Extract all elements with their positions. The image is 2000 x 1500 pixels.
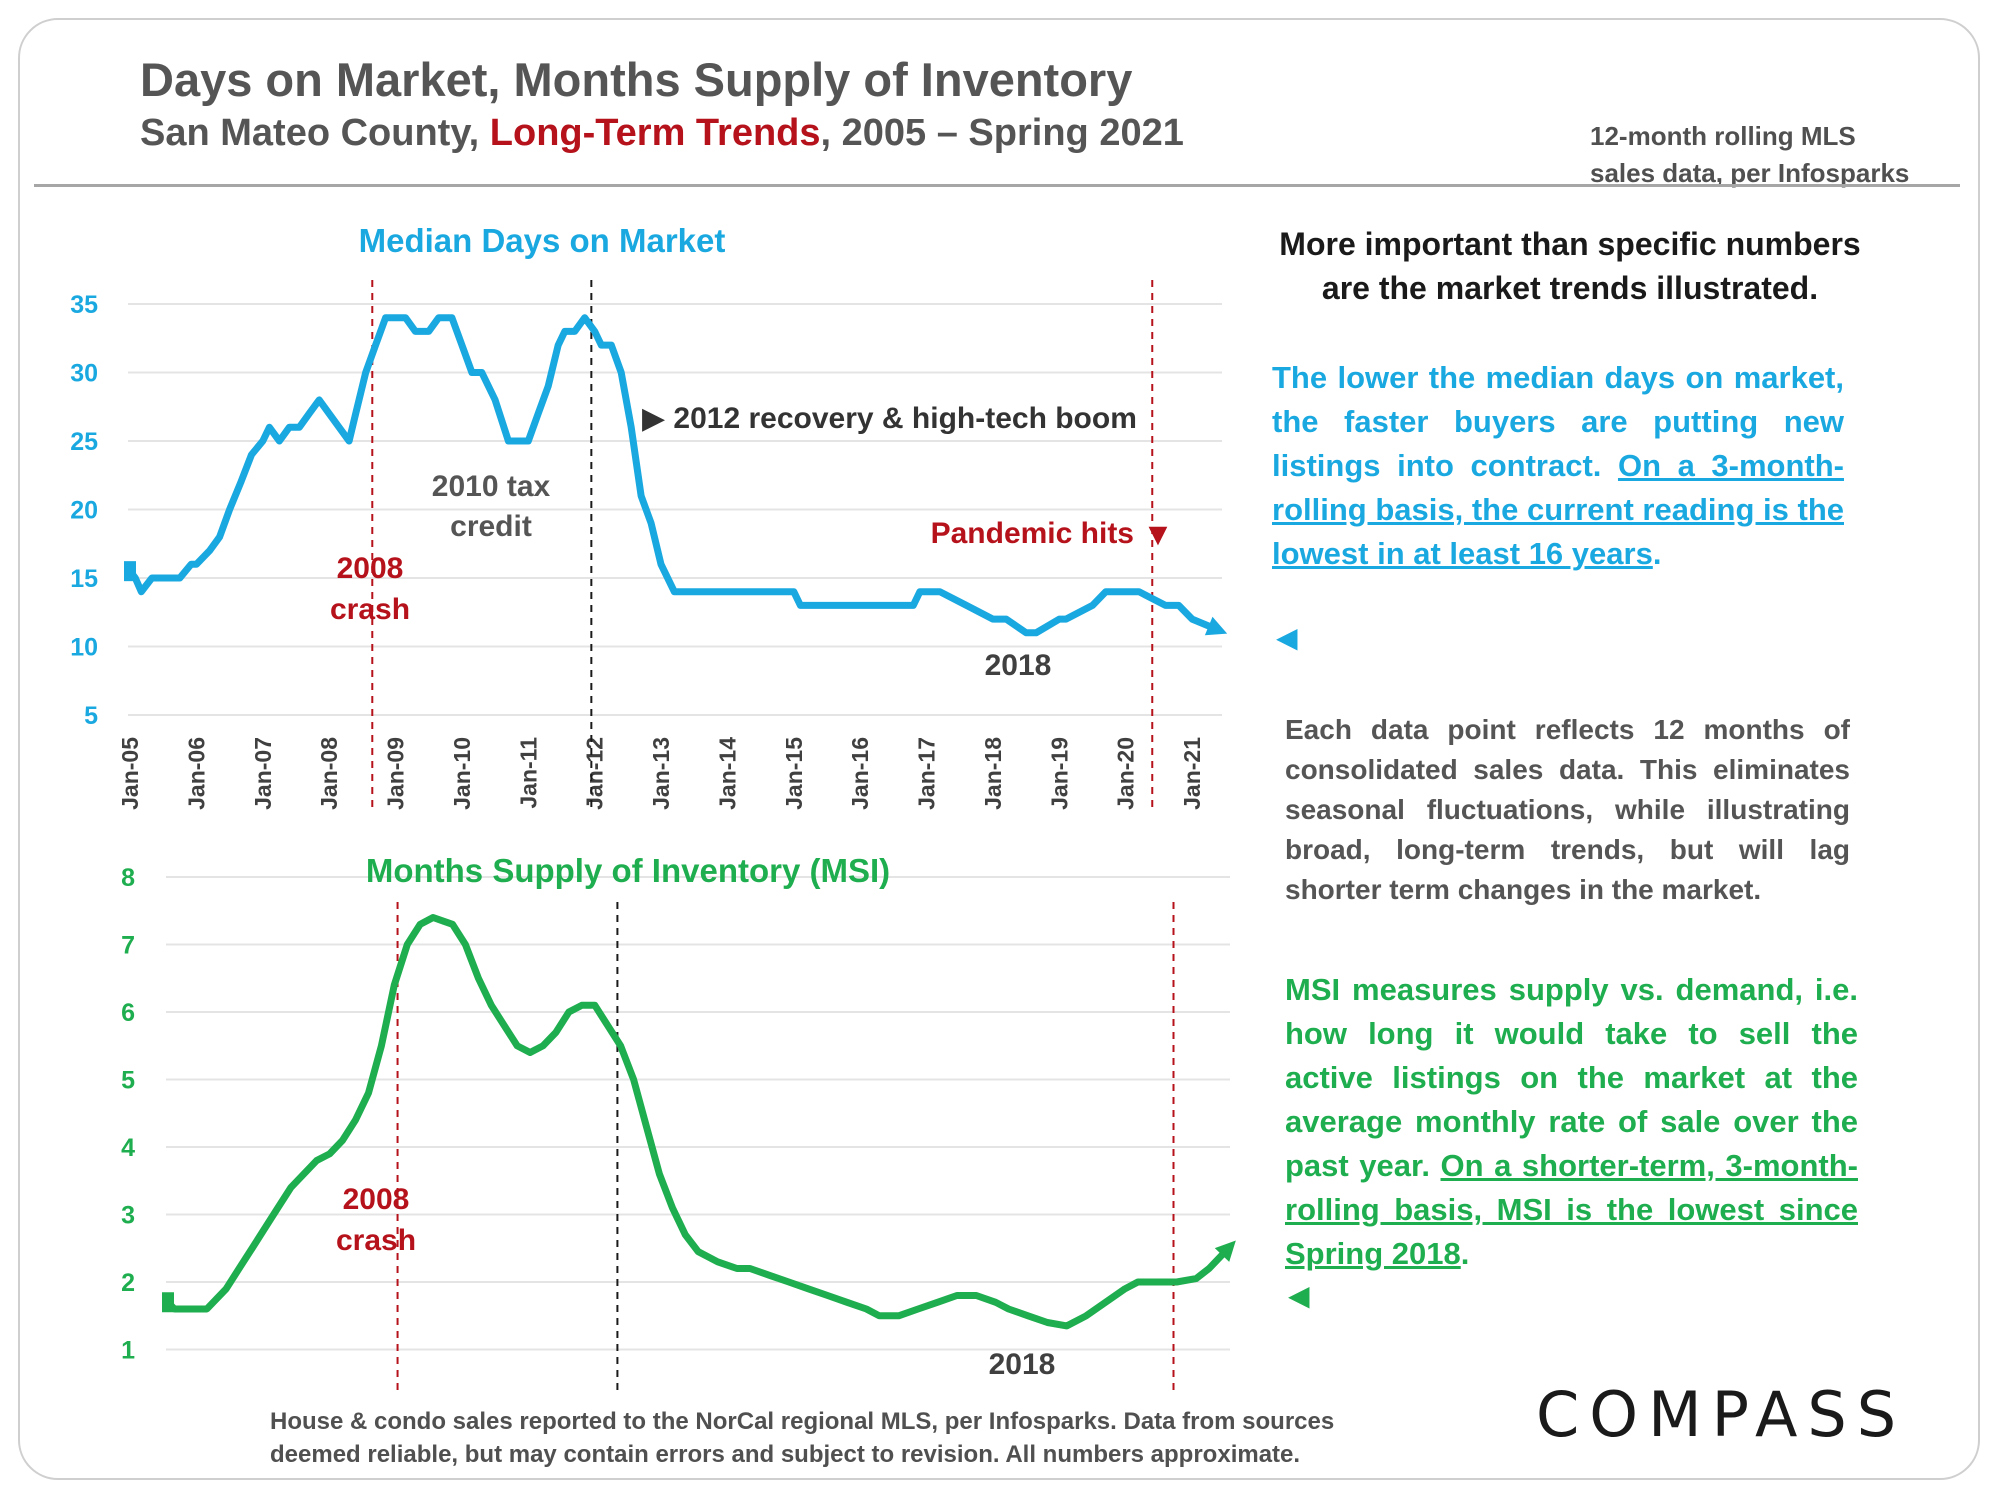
pandemic-label: Pandemic hits bbox=[931, 517, 1134, 550]
chart-title: Months Supply of Inventory (MSI) bbox=[366, 852, 890, 889]
source-note: 12-month rolling MLS sales data, per Inf… bbox=[1590, 118, 1950, 192]
footer-line-1: House & condo sales reported to the NorC… bbox=[270, 1408, 1335, 1435]
series-line bbox=[126, 314, 1213, 637]
series-start-marker bbox=[162, 1292, 174, 1313]
y-tick-label: 25 bbox=[70, 428, 98, 456]
x-tick-label: Jan-13 bbox=[648, 737, 674, 810]
source-note-line-2: sales data, per Infosparks bbox=[1590, 158, 1910, 188]
msi-explanation-end: . bbox=[1460, 1236, 1470, 1271]
y-tick-label: 15 bbox=[70, 565, 98, 593]
tax-credit-label: 2010 tax bbox=[432, 470, 551, 503]
y-tick-label: 30 bbox=[70, 360, 98, 388]
header-divider bbox=[34, 184, 1960, 187]
page-subtitle: San Mateo County, Long-Term Trends, 2005… bbox=[140, 112, 1184, 155]
y-tick-label: 3 bbox=[121, 1202, 135, 1230]
page-title: Days on Market, Months Supply of Invento… bbox=[140, 53, 1133, 106]
x-tick-label: Jan-19 bbox=[1046, 737, 1072, 810]
methodology-note: Each data point reflects 12 months of co… bbox=[1285, 714, 1850, 905]
x-tick-label: Jan-09 bbox=[383, 737, 409, 810]
crash-label: 2008 bbox=[337, 552, 404, 585]
tax-credit-label: credit bbox=[450, 510, 532, 543]
year-2018-label: 2018 bbox=[989, 1348, 1056, 1381]
y-tick-label: 5 bbox=[121, 1067, 135, 1095]
x-tick-label: Jan-21 bbox=[1179, 737, 1205, 810]
y-tick-label: 10 bbox=[70, 634, 98, 662]
x-tick-label: Jan-11 bbox=[515, 737, 541, 809]
footer-disclaimer: House & condo sales reported to the NorC… bbox=[270, 1405, 1390, 1471]
x-tick-label: Jan-18 bbox=[980, 737, 1006, 810]
x-tick-label: Jan-06 bbox=[183, 737, 209, 810]
subtitle-prefix: San Mateo County, bbox=[140, 112, 490, 154]
x-tick-label: Jan-05 bbox=[117, 737, 143, 810]
subtitle-highlight: Long-Term Trends bbox=[489, 112, 821, 154]
subtitle-suffix: , 2005 – Spring 2021 bbox=[820, 112, 1184, 154]
footer-line-2: deemed reliable, but may contain errors … bbox=[270, 1441, 1301, 1468]
x-tick-label: Jan-20 bbox=[1113, 737, 1139, 810]
y-tick-label: 8 bbox=[121, 864, 135, 892]
year-2018-label: 2018 bbox=[985, 649, 1052, 682]
msi-pointer-icon: ◀ bbox=[1288, 1280, 1310, 1311]
side-heading: More important than specific numbers are… bbox=[1260, 222, 1880, 310]
x-tick-label: Jan-15 bbox=[781, 737, 807, 810]
series-end-arrow bbox=[1214, 1240, 1236, 1262]
crash-label: 2008 bbox=[343, 1183, 410, 1216]
series-start-marker bbox=[124, 561, 136, 582]
dom-pointer-icon: ◀ bbox=[1276, 622, 1298, 653]
msi-chart: 012345678Months Supply of Inventory (MSI… bbox=[121, 852, 1236, 1392]
crash-label: crash bbox=[330, 593, 410, 626]
x-tick-label: Jan-17 bbox=[914, 737, 940, 810]
recovery-label: ▶ 2012 recovery & high-tech boom bbox=[642, 402, 1137, 435]
y-tick-label: 5 bbox=[84, 702, 98, 730]
dom-explanation: The lower the median days on market, the… bbox=[1272, 356, 1844, 576]
pandemic-marker-icon: ▼ bbox=[1142, 516, 1174, 552]
y-tick-label: 6 bbox=[121, 999, 135, 1027]
card-frame bbox=[18, 18, 1980, 1480]
msi-explanation-text: MSI measures supply vs. demand, i.e. how… bbox=[1285, 972, 1858, 1183]
y-tick-label: 35 bbox=[70, 291, 98, 319]
dom-explanation-text: The lower the median days on market, the… bbox=[1272, 360, 1844, 483]
y-tick-label: 20 bbox=[70, 497, 98, 525]
y-tick-label: 4 bbox=[121, 1134, 135, 1162]
x-tick-label: Jan-14 bbox=[714, 737, 740, 810]
y-tick-label: 2 bbox=[121, 1269, 135, 1297]
chart-title: Median Days on Market bbox=[359, 222, 726, 259]
series-line bbox=[164, 914, 1226, 1330]
y-tick-label: 1 bbox=[121, 1337, 135, 1365]
msi-explanation: MSI measures supply vs. demand, i.e. how… bbox=[1285, 968, 1858, 1276]
dom-explanation-end: . bbox=[1652, 536, 1662, 571]
x-tick-label: Jan-16 bbox=[847, 737, 873, 810]
dom-chart: 5 10 15 20 25 30 35 Median Days on Market Jan-05… bbox=[70, 222, 1228, 810]
y-tick-label: 7 bbox=[121, 932, 135, 960]
side-heading-line-2: are the market trends illustrated. bbox=[1321, 270, 1819, 306]
source-note-line-1: 12-month rolling MLS bbox=[1590, 121, 1856, 151]
dom-explanation-highlight: On a 3-month-rolling basis, the current … bbox=[1272, 448, 1844, 571]
x-tick-label: Jan-12 bbox=[582, 737, 608, 810]
side-heading-line-1: More important than specific numbers bbox=[1279, 226, 1861, 262]
crash-label: crash bbox=[336, 1224, 416, 1257]
series-end-arrow bbox=[1204, 616, 1228, 636]
x-tick-label: Jan-10 bbox=[449, 737, 475, 810]
compass-logo: COMPASS bbox=[1536, 1378, 1907, 1451]
msi-explanation-highlight: On a shorter-term, 3-month-rolling basis… bbox=[1285, 1148, 1858, 1271]
x-tick-label: Jan-08 bbox=[316, 737, 342, 810]
x-tick-label: Jan-07 bbox=[250, 737, 276, 810]
